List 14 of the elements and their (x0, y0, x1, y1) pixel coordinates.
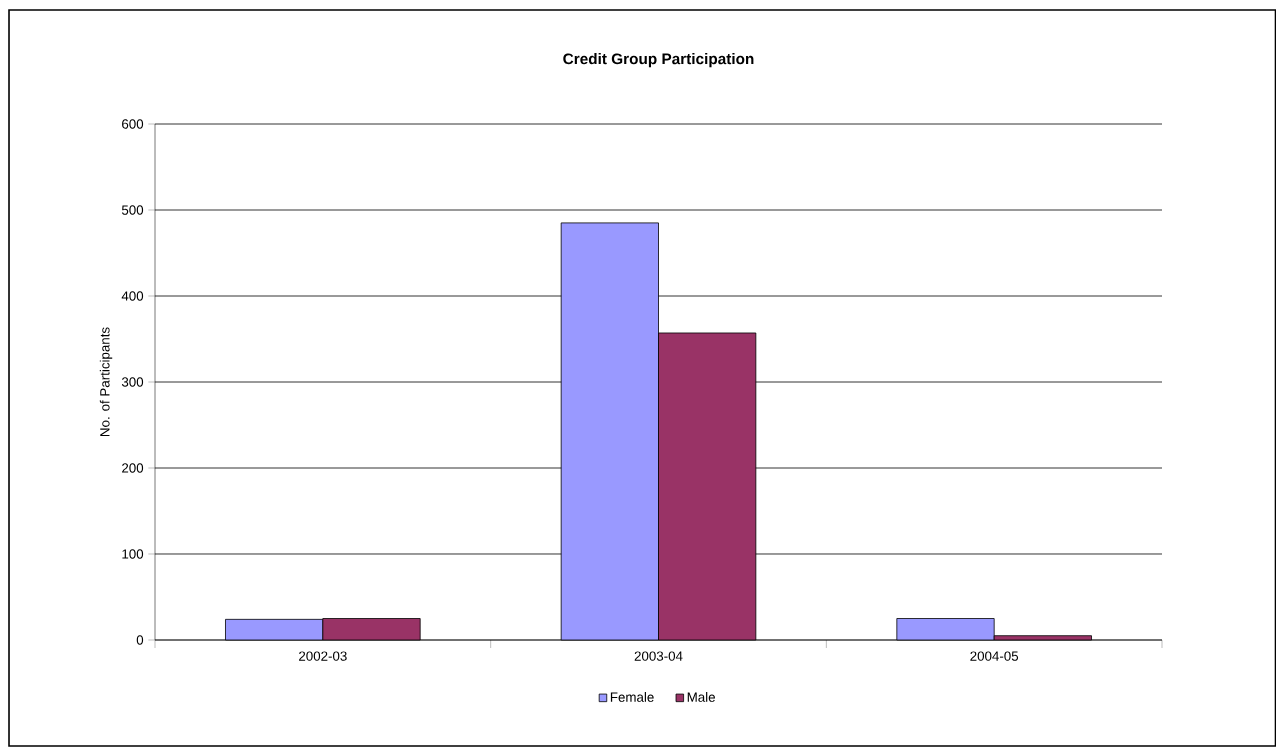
x-tick-label: 2003-04 (634, 651, 683, 661)
x-tick-label: 2002-03 (299, 651, 347, 661)
y-tick-label: 300 (121, 377, 144, 387)
legend-label: Female (610, 692, 654, 702)
y-tick-label: 400 (121, 291, 144, 301)
y-tick-label: 600 (122, 119, 144, 129)
y-tick-label: 0 (136, 635, 144, 645)
y-tick-label: 100 (122, 549, 144, 559)
legend-label: Male (687, 692, 715, 702)
y-axis-title: No. of Participants (99, 327, 113, 436)
chart-title: Credit Group Participation (563, 53, 754, 68)
y-tick-label: 200 (122, 463, 144, 473)
y-tick-label: 500 (121, 205, 144, 215)
x-tick-label: 2004-05 (970, 651, 1019, 661)
